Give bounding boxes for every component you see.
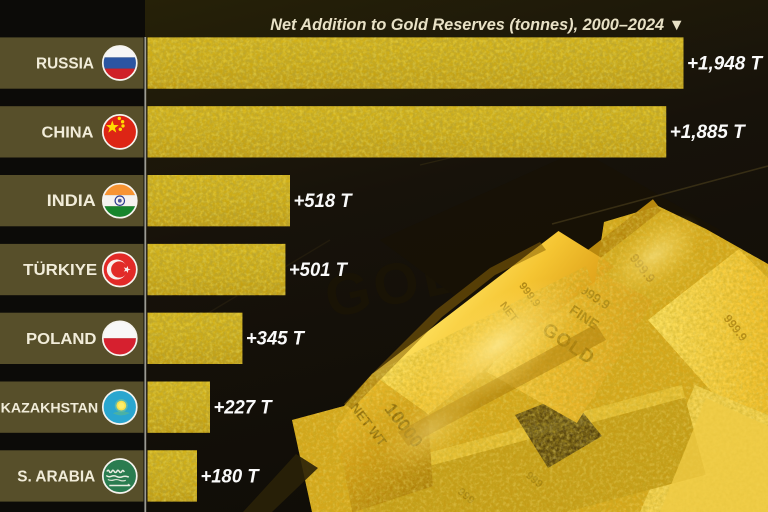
svg-text:POLAND: POLAND (26, 331, 97, 348)
svg-text:CHINA: CHINA (42, 124, 94, 141)
svg-text:+1,948 T: +1,948 T (687, 53, 763, 74)
svg-text:+518 T: +518 T (294, 191, 353, 212)
svg-text:+501 T: +501 T (289, 260, 348, 281)
svg-text:+180 T: +180 T (201, 466, 260, 487)
svg-text:+345 T: +345 T (246, 329, 305, 350)
svg-text:+227 T: +227 T (214, 397, 273, 418)
svg-text:TÜRKIYE: TÜRKIYE (23, 260, 97, 279)
svg-text:RUSSIA: RUSSIA (36, 56, 94, 73)
svg-text:+1,885 T: +1,885 T (670, 122, 746, 143)
svg-text:INDIA: INDIA (47, 192, 96, 210)
svg-text:KAZAKHSTAN: KAZAKHSTAN (1, 400, 98, 416)
svg-text:Net Addition to Gold Reserves: Net Addition to Gold Reserves (tonnes), … (270, 16, 685, 34)
svg-text:S. ARABIA: S. ARABIA (17, 469, 95, 486)
